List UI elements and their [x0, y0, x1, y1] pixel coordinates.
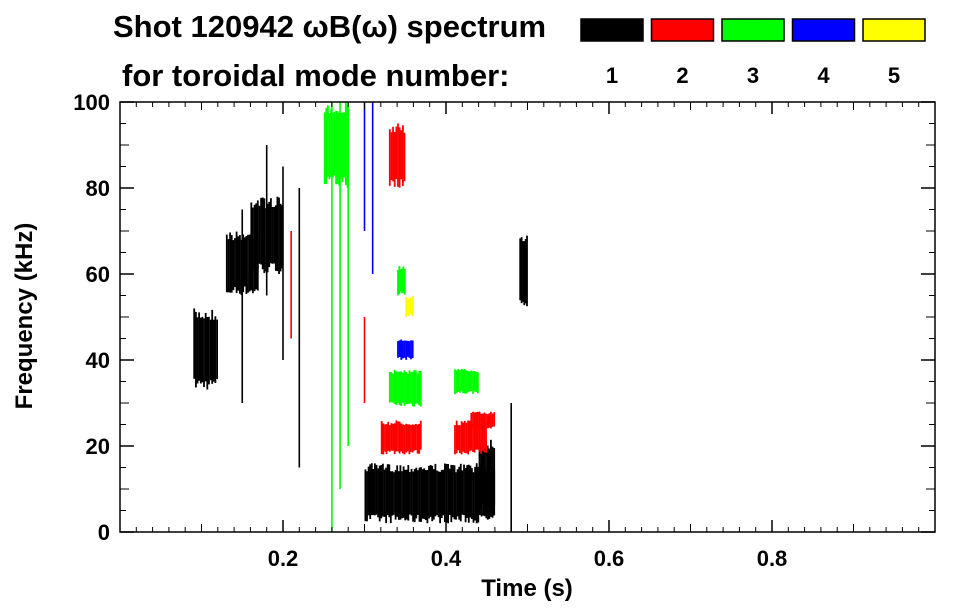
spectrum-region [388, 369, 422, 407]
spectrum-region [454, 369, 479, 395]
spectrum-region [380, 420, 422, 455]
spectrum-region [388, 123, 406, 188]
spectrum-region [193, 308, 218, 390]
legend-swatch [862, 18, 926, 42]
y-tick-label: 20 [86, 434, 110, 459]
chart-subtitle: for toroidal mode number: [122, 58, 510, 93]
plot-area [193, 102, 528, 532]
legend-swatch [791, 18, 856, 42]
spectrum-region [397, 339, 414, 360]
legend-label: 3 [747, 63, 759, 88]
x-tick-label: 0.4 [431, 546, 462, 571]
spectrum-region [364, 463, 496, 524]
spectrum-region [454, 420, 487, 455]
y-tick-label: 60 [86, 262, 110, 287]
legend-label: 2 [676, 63, 688, 88]
spectrum-region [323, 102, 349, 188]
y-tick-label: 80 [86, 176, 110, 201]
x-tick-label: 0.2 [268, 546, 299, 571]
chart-title: Shot 120942 ωB(ω) spectrum [113, 9, 546, 44]
spectrum-region [470, 411, 496, 429]
y-axis-label: Frequency (kHz) [11, 223, 38, 410]
spectrum-region [519, 235, 528, 307]
legend-label: 1 [606, 63, 618, 88]
mode-legend: 1 2 3 4 5 [580, 18, 926, 88]
x-tick-label: 0.8 [757, 546, 788, 571]
y-tick-label: 0 [98, 520, 110, 545]
legend-label: 5 [888, 63, 900, 88]
axes: 0.2 0.4 0.6 0.8 0 20 40 60 80 100 [73, 90, 936, 571]
y-tick-label: 40 [86, 348, 110, 373]
legend-label: 4 [817, 63, 830, 88]
spectrum-region [405, 296, 414, 317]
legend-swatch [721, 18, 785, 42]
y-tick-label: 100 [73, 90, 110, 115]
x-tick-label: 0.6 [594, 546, 625, 571]
legend-swatch [650, 18, 715, 42]
spectrum-region [478, 439, 496, 514]
legend-swatch [580, 18, 644, 42]
x-axis-label: Time (s) [481, 575, 573, 602]
spectrum-region [397, 265, 406, 296]
